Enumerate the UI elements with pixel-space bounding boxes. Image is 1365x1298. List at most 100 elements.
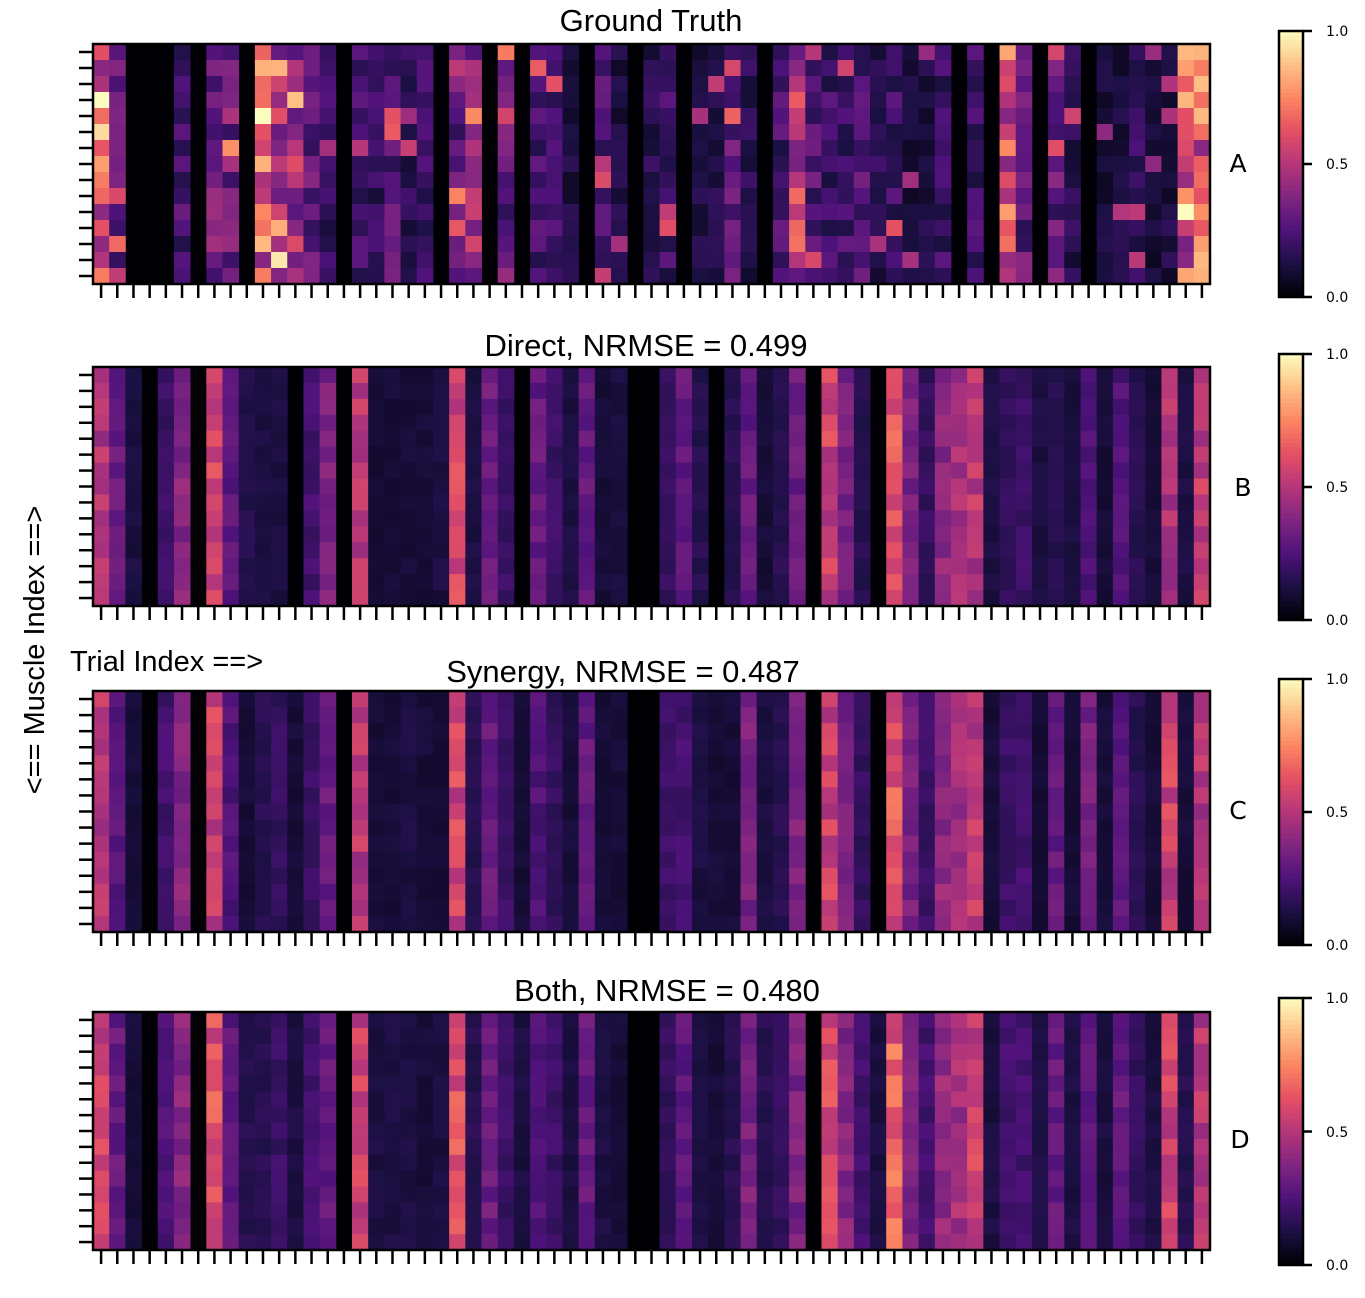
heatmap-cell — [481, 707, 499, 724]
heatmap-cell — [708, 1186, 725, 1203]
heatmap-cell — [368, 707, 385, 724]
heatmap-cell — [93, 1091, 110, 1108]
heatmap-cell — [530, 252, 547, 269]
heatmap-cell — [416, 691, 434, 708]
heatmap-cell — [934, 236, 952, 253]
heatmap-cell — [400, 1170, 418, 1187]
colorbar-segment — [1279, 763, 1303, 769]
heatmap-cell — [1080, 430, 1098, 448]
heatmap-cell — [1031, 1170, 1049, 1187]
heatmap-cell — [789, 172, 806, 189]
heatmap-cell — [1015, 60, 1033, 77]
heatmap-cell — [1112, 156, 1130, 173]
heatmap-cell — [853, 172, 871, 189]
colorbar-segment — [1279, 66, 1303, 72]
heatmap-cell — [756, 1043, 774, 1060]
heatmap-cell — [659, 140, 677, 157]
heatmap-cell — [1096, 755, 1114, 772]
heatmap-cell — [562, 739, 580, 756]
heatmap-cell — [1161, 1234, 1179, 1251]
heatmap-cell — [416, 1012, 434, 1029]
heatmap-cell — [546, 1234, 563, 1251]
colorbar-segment — [1279, 922, 1303, 928]
heatmap-cell — [368, 1154, 385, 1172]
heatmap-cell — [173, 1043, 191, 1060]
heatmap-cell — [157, 835, 175, 853]
heatmap-cell — [319, 739, 337, 756]
heatmap-cell — [691, 526, 709, 543]
heatmap-cell — [497, 707, 515, 724]
heatmap-cell — [853, 1170, 871, 1187]
heatmap-cell — [772, 494, 790, 511]
heatmap-cell — [1193, 156, 1211, 173]
heatmap-cell — [870, 1123, 887, 1140]
heatmap-cell — [222, 494, 240, 511]
heatmap-cell — [465, 574, 482, 591]
heatmap-cell — [772, 220, 790, 237]
heatmap-cell — [918, 510, 936, 527]
heatmap-cell — [449, 1123, 466, 1140]
heatmap-cell — [1177, 124, 1195, 141]
heatmap-cell — [384, 92, 401, 109]
heatmap-cell — [886, 526, 903, 543]
heatmap-cell — [125, 1075, 142, 1092]
heatmap-cell — [465, 1234, 482, 1251]
heatmap-cell — [837, 851, 855, 869]
heatmap-cell — [902, 510, 920, 527]
heatmap-cell — [173, 723, 191, 740]
heatmap-cell — [611, 1059, 628, 1076]
heatmap-cell — [1112, 1186, 1130, 1203]
heatmap-cell — [109, 1154, 126, 1172]
heatmap-cell — [1161, 915, 1179, 933]
heatmap-cell — [497, 140, 515, 157]
heatmap-cell — [254, 707, 272, 724]
heatmap-cell — [449, 1186, 466, 1203]
heatmap-cell — [109, 398, 126, 416]
heatmap-cell — [691, 1234, 709, 1251]
heatmap-cell — [659, 446, 677, 463]
colorbar-segment — [1279, 1113, 1303, 1119]
heatmap-cell — [659, 1043, 677, 1060]
heatmap-cell — [173, 252, 191, 269]
heatmap-cell — [918, 1091, 936, 1108]
heatmap-cell — [497, 1202, 515, 1219]
heatmap-cell — [530, 803, 547, 820]
heatmap-cell — [1064, 462, 1081, 479]
heatmap-cell — [271, 478, 288, 495]
heatmap-cell — [465, 382, 482, 400]
heatmap-cell — [1193, 140, 1211, 157]
heatmap-cell — [870, 1170, 887, 1187]
heatmap-cell — [238, 558, 256, 575]
colorbar-segment — [1279, 1238, 1303, 1244]
heatmap-cell — [1177, 542, 1195, 559]
heatmap-cell — [303, 1202, 321, 1219]
heatmap-cell — [1031, 1075, 1049, 1092]
heatmap-cell — [853, 803, 871, 820]
colorbar-segment — [1279, 1180, 1303, 1186]
heatmap-cell — [222, 883, 240, 901]
heatmap-cell — [416, 398, 434, 416]
heatmap-cell — [1048, 723, 1065, 740]
heatmap-cell — [303, 92, 321, 109]
colorbar-segment — [1279, 820, 1303, 826]
heatmap-cell — [1193, 1075, 1211, 1092]
heatmap-cell — [772, 172, 790, 189]
heatmap-cell — [173, 494, 191, 511]
heatmap-cell — [352, 574, 369, 591]
heatmap-cell — [384, 723, 401, 740]
heatmap-cell — [352, 851, 369, 869]
colorbar-segment — [1279, 1109, 1303, 1115]
heatmap-cell — [93, 367, 110, 384]
heatmap-cell — [513, 867, 531, 885]
heatmap-cell — [1031, 771, 1049, 788]
heatmap-cell — [432, 1123, 450, 1140]
heatmap-cell — [805, 108, 822, 125]
heatmap-cell — [206, 462, 223, 479]
heatmap-cell — [416, 851, 434, 869]
heatmap-cell — [1064, 739, 1081, 756]
heatmap-cell — [530, 446, 547, 463]
heatmap-cell — [691, 252, 709, 269]
heatmap-cell — [449, 1027, 466, 1045]
heatmap-cell — [934, 1234, 952, 1251]
heatmap-cell — [902, 1154, 920, 1172]
